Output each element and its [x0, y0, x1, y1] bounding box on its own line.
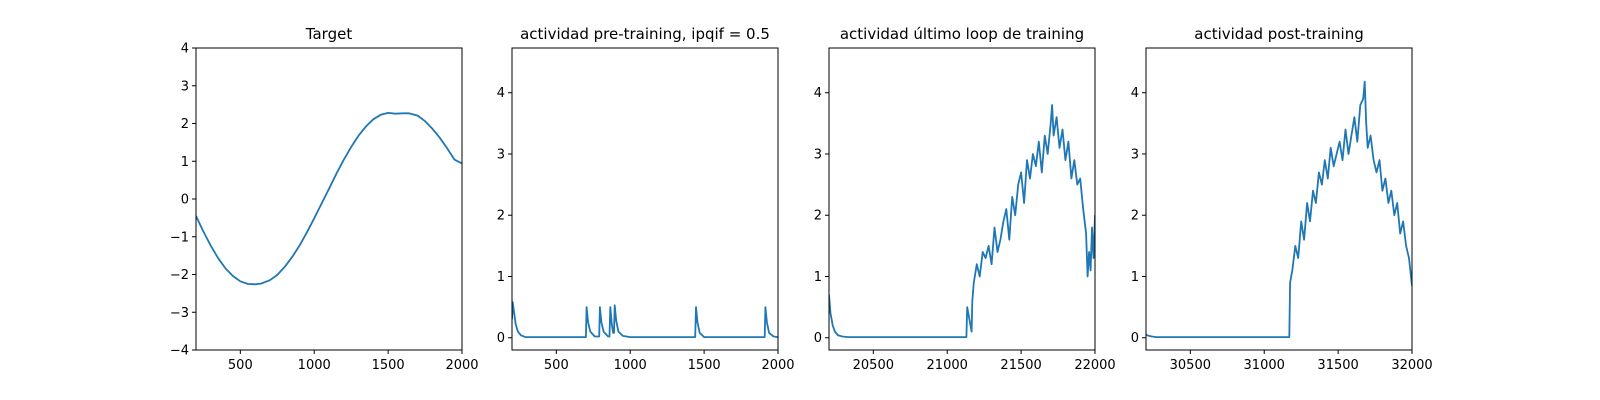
axes-frame: [511, 47, 779, 351]
y-tick-label: 3: [814, 147, 822, 162]
axes-frame: [1145, 47, 1413, 351]
panel-last-training-loop: actividad último loop de training 20500 2…: [814, 25, 1116, 373]
axes-frame: [828, 47, 1096, 351]
y-tick-label: 0: [181, 193, 189, 208]
x-tick-label: 31500: [1317, 358, 1358, 373]
y-tick-label: 4: [1131, 86, 1139, 101]
x-tick-label: 2000: [445, 358, 478, 373]
y-tick-label: −3: [170, 306, 189, 321]
x-tick-label: 32000: [1391, 358, 1432, 373]
y-tick-label: 3: [181, 79, 189, 94]
panel-title: actividad último loop de training: [840, 25, 1084, 43]
x-tick-label: 20500: [853, 358, 894, 373]
y-tick-label: −2: [170, 268, 189, 283]
panel-title: actividad post-training: [1194, 25, 1363, 43]
y-tick-label: 0: [1131, 331, 1139, 346]
y-tick-label: −4: [170, 344, 189, 359]
x-tick-label: 1000: [614, 358, 647, 373]
x-tick-label: 1000: [298, 358, 331, 373]
y-tick-label: 1: [1131, 270, 1139, 285]
y-tick-label: 0: [497, 331, 505, 346]
y-tick-label: 4: [181, 42, 189, 57]
x-tick-label: 22000: [1074, 358, 1115, 373]
y-tick-label: 2: [1131, 209, 1139, 224]
panel-pre-training: actividad pre-training, ipqif = 0.5 500 1…: [497, 25, 795, 373]
y-tick-label: −1: [170, 230, 189, 245]
x-tick-label: 31000: [1244, 358, 1285, 373]
panel-title: actividad pre-training, ipqif = 0.5: [520, 25, 770, 43]
x-tick-label: 500: [228, 358, 253, 373]
y-tick-label: 3: [497, 147, 505, 162]
x-tick-label: 500: [544, 358, 569, 373]
x-tick-label: 21500: [1000, 358, 1041, 373]
series-line: [1146, 80, 1412, 339]
y-tick-label: 4: [497, 86, 505, 101]
plot-area: 500 1000 1500 2000 −4 −3 −2 −1 0 1 2 3 4: [170, 42, 479, 374]
series-line: [196, 112, 462, 286]
x-tick-label: 2000: [761, 358, 794, 373]
y-tick-label: 2: [497, 209, 505, 224]
y-tick-label: 3: [1131, 147, 1139, 162]
panel-post-training: actividad post-training 30500 31000 31500 3…: [1131, 25, 1433, 373]
y-tick-label: 1: [181, 155, 189, 170]
y-tick-label: 1: [814, 270, 822, 285]
plot-area: 20500 21000 21500 22000 0 1 2 3 4: [814, 47, 1116, 373]
y-tick-label: 0: [814, 331, 822, 346]
series-line: [512, 301, 778, 339]
y-tick-label: 4: [814, 86, 822, 101]
plot-area: 30500 31000 31500 32000 0 1 2 3 4: [1131, 47, 1433, 373]
y-tick-label: 2: [814, 209, 822, 224]
y-tick-label: 2: [181, 117, 189, 132]
series-line: [829, 104, 1095, 339]
panel-target: Target 500 1000 1500 2000 −4 −3 −2 −1 0 1 2 3 4: [170, 25, 479, 373]
x-tick-label: 21000: [927, 358, 968, 373]
plot-area: 500 1000 1500 2000 0 1 2 3 4: [497, 47, 795, 373]
y-tick-label: 1: [497, 270, 505, 285]
x-tick-label: 30500: [1170, 358, 1211, 373]
x-tick-label: 1500: [688, 358, 721, 373]
x-tick-label: 1500: [372, 358, 405, 373]
panel-title: Target: [305, 25, 353, 43]
